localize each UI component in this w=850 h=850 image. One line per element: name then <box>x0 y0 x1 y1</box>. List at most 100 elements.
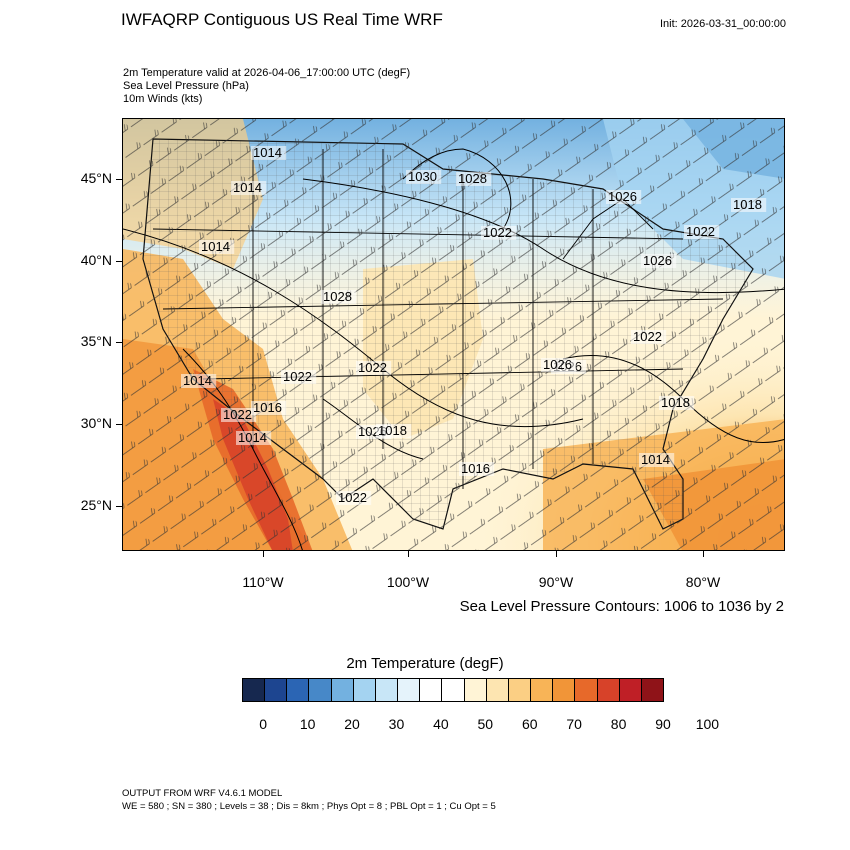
isobar-label-bg <box>481 226 517 240</box>
isobar-label-bg <box>199 240 235 254</box>
colorbar-swatch <box>597 679 620 701</box>
field-winds-label: 10m Winds (kts) <box>123 93 203 105</box>
isobar-label: 1018 <box>378 423 407 438</box>
isobar-label-bg <box>731 198 767 212</box>
colorbar-swatch <box>619 679 642 701</box>
isobar-label: 1018 <box>733 197 762 212</box>
temperature-map: 1014 1014 1014 1030 1028 1026 1018 1022 1022 1028… <box>123 119 784 550</box>
colorbar-swatch <box>243 679 266 701</box>
lat-tick-label: 35°N <box>80 333 112 349</box>
isobar-label-bg <box>356 361 392 375</box>
colorbar-swatch <box>265 679 288 701</box>
isobar-label: 1022 <box>283 369 312 384</box>
isobar-label-bg <box>221 408 257 422</box>
isobar-label: 1026 <box>608 189 637 204</box>
lat-tick <box>116 424 122 425</box>
isobar-label: 1026 <box>543 357 572 372</box>
isobar-label: 1022 <box>686 224 715 239</box>
isobar-label-bg <box>631 330 667 344</box>
colorbar-label: 20 <box>344 716 360 732</box>
isobar-label-bg <box>231 181 267 195</box>
lon-tick <box>703 551 704 557</box>
isobar-label: 1026 <box>643 253 672 268</box>
colorbar-swatch <box>375 679 399 701</box>
colorbar-title: 2m Temperature (degF) <box>346 655 504 672</box>
contour-note: Sea Level Pressure Contours: 1006 to 103… <box>459 598 784 615</box>
lon-tick-label: 110°W <box>242 574 284 590</box>
colorbar-label: 40 <box>433 716 449 732</box>
isobar-label: 1022 <box>338 490 367 505</box>
lat-tick <box>116 506 122 507</box>
isobar-label: 1014 <box>233 180 262 195</box>
colorbar-swatch <box>486 679 509 701</box>
colorbar-label: 0 <box>259 716 268 732</box>
init-time: Init: 2026-03-31_00:00:00 <box>660 18 786 30</box>
isobar-label-bg <box>181 374 217 388</box>
colorbar-label: 10 <box>299 716 316 732</box>
map-panel: 1014 1014 1014 1030 1028 1026 1018 1022 1022 1028… <box>122 118 785 551</box>
colorbar-swatch <box>398 679 421 701</box>
isobar-label-bg <box>376 424 412 438</box>
isobar-label: 1014 <box>641 452 670 467</box>
colorbar-swatch <box>420 679 443 701</box>
isobar-label: 1014 <box>183 373 212 388</box>
isobar-label: 1018 <box>661 395 690 410</box>
colorbar-swatch <box>464 679 487 701</box>
lat-tick-label: 40°N <box>80 252 112 268</box>
lon-tick <box>263 551 264 557</box>
lon-tick <box>556 551 557 557</box>
colorbar-swatch <box>442 679 465 701</box>
isobar-label: 1016 <box>461 461 490 476</box>
isobar-label: 1028 <box>323 289 352 304</box>
lat-tick <box>116 179 122 180</box>
colorbar-swatch <box>309 679 332 701</box>
lat-tick <box>116 261 122 262</box>
colorbar-swatch <box>331 679 354 701</box>
colorbar-swatch <box>287 679 310 701</box>
isobar-label-bg <box>406 170 442 184</box>
colorbar <box>242 678 664 702</box>
colorbar-swatch <box>508 679 532 701</box>
lon-tick <box>408 551 409 557</box>
isobar-label: 1030 <box>408 169 437 184</box>
isobar-label-bg <box>641 254 677 268</box>
colorbar-label: 90 <box>655 716 671 732</box>
colorbar-label: 30 <box>388 716 405 732</box>
colorbar-swatch <box>575 679 598 701</box>
isobar-label-bg <box>659 396 695 410</box>
isobar-label: 1014 <box>253 145 282 160</box>
isobar-label: 1022 <box>483 225 512 240</box>
colorbar-swatch <box>353 679 376 701</box>
lon-tick-label: 80°W <box>685 574 721 590</box>
isobar-label: 1022 <box>223 407 252 422</box>
isobar-label: 1022 <box>358 360 387 375</box>
isobar-label-bg <box>684 225 720 239</box>
colorbar-swatch <box>641 679 663 701</box>
lat-tick-label: 30°N <box>80 415 112 431</box>
colorbar-label: 60 <box>521 716 538 732</box>
isobar-label: 1022 <box>633 329 662 344</box>
footer-config: WE = 580 ; SN = 380 ; Levels = 38 ; Dis … <box>122 801 496 812</box>
isobar-label-bg <box>459 462 495 476</box>
isobar-label-bg <box>456 172 492 186</box>
map-title: IWFAQRP Contiguous US Real Time WRF <box>121 10 443 29</box>
colorbar-label: 100 <box>695 716 720 732</box>
lon-tick-label: 90°W <box>538 574 574 590</box>
colorbar-label: 80 <box>610 716 627 732</box>
colorbar-swatch <box>553 679 576 701</box>
isobar-label: 1016 <box>253 400 282 415</box>
isobar-label: 1028 <box>458 171 487 186</box>
field-temperature-label: 2m Temperature valid at 2026-04-06_17:00… <box>123 67 411 79</box>
isobar-labels: 1014 1014 1014 1030 1028 1026 1018 1022 1022 1028… <box>181 145 767 505</box>
colorbar-swatch <box>531 679 554 701</box>
isobar-label: 1014 <box>238 430 267 445</box>
isobar-label-bg <box>336 491 372 505</box>
isobar-label: 1014 <box>201 239 230 254</box>
lat-tick-label: 45°N <box>80 170 112 186</box>
isobar-label-bg <box>251 146 287 160</box>
isobar-label-bg <box>281 370 317 384</box>
footer-model: OUTPUT FROM WRF V4.6.1 MODEL <box>122 788 283 799</box>
lon-tick-label: 100°W <box>386 574 430 590</box>
wind-barbs <box>123 119 784 550</box>
lat-tick-label: 25°N <box>80 497 112 513</box>
